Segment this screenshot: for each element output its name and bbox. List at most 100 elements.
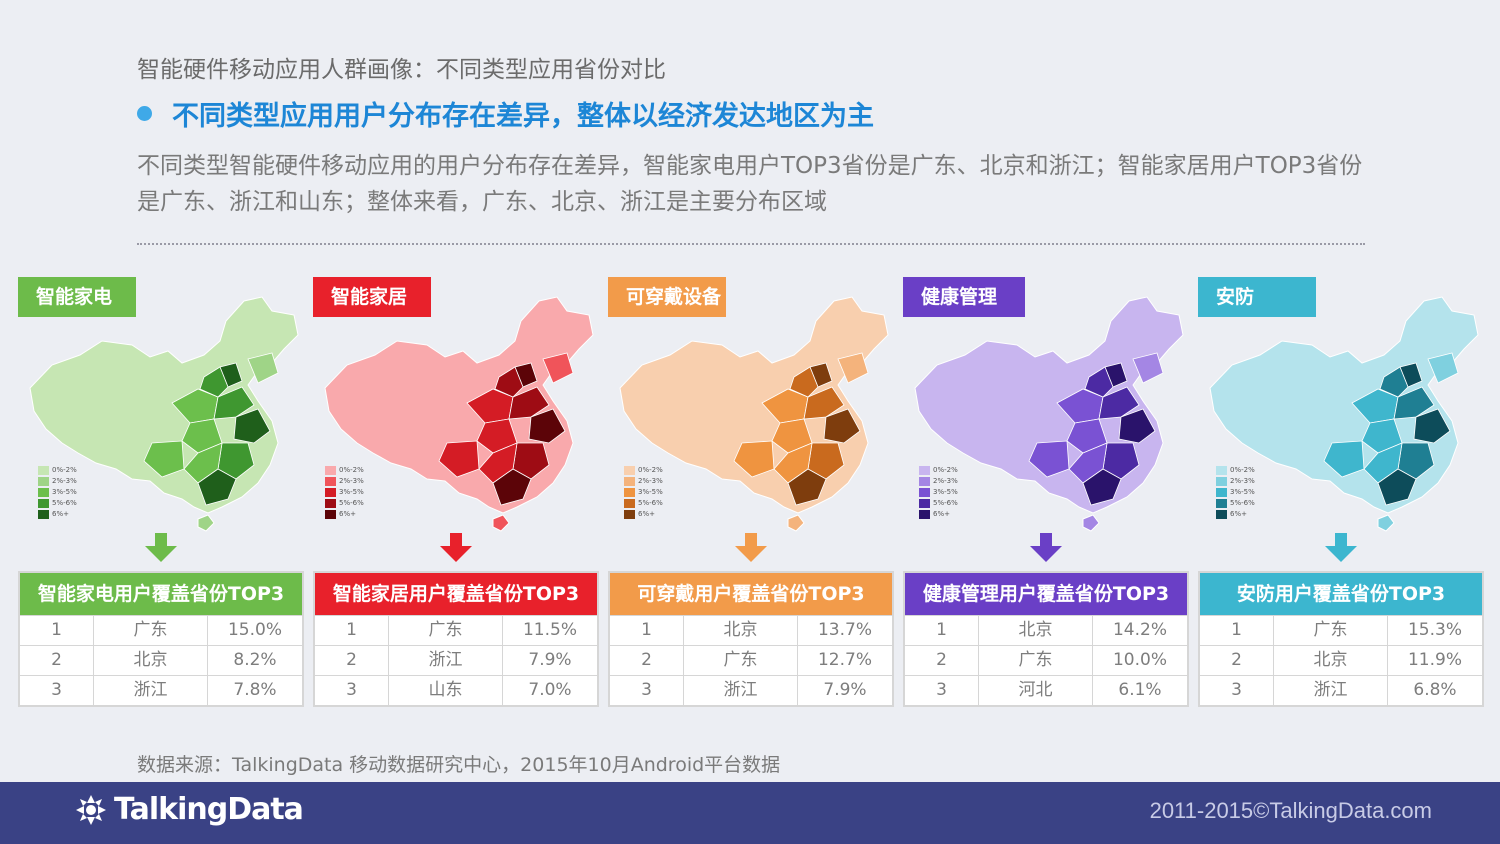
map-region (803, 386, 845, 420)
map-region (197, 468, 237, 506)
table-row: 2 浙江 7.9% (315, 645, 597, 675)
dotted-divider (137, 243, 1365, 245)
legend-label: 2%-3% (52, 477, 77, 485)
china-map (1209, 296, 1479, 532)
map-region (1082, 468, 1122, 506)
percent-cell: 12.7% (817, 650, 872, 670)
top3-table: 可穿戴用户覆盖省份TOP3 1 北京 13.7% 2 广东 12.7% 3 浙江 7.9% (608, 571, 894, 707)
map-region (438, 440, 480, 478)
down-arrow-icon (145, 533, 177, 562)
legend-label: 2%-3% (339, 477, 364, 485)
table-row: 3 山东 7.0% (315, 675, 597, 705)
percent-cell: 15.3% (1407, 620, 1462, 640)
map-region (733, 440, 775, 478)
rank-cell: 2 (315, 646, 389, 675)
legend-item: 6%+ (38, 509, 108, 520)
legend-item: 5%-6% (919, 498, 989, 509)
table-row: 3 浙江 7.9% (610, 675, 892, 705)
rank-cell: 1 (20, 616, 94, 645)
map-region (494, 366, 524, 398)
province-cell: 浙江 (389, 646, 503, 675)
percent-cell: 7.9% (528, 650, 572, 670)
map-region (233, 408, 271, 444)
legend-swatch (38, 466, 49, 475)
page-title: 智能硬件移动应用人群画像：不同类型应用省份对比 (137, 57, 666, 83)
copyright: 2011-2015©TalkingData.com (1149, 798, 1432, 823)
percent-cell: 10.0% (1112, 650, 1167, 670)
map-island (197, 514, 215, 532)
legend-swatch (624, 499, 635, 508)
table-title: 智能家电用户覆盖省份TOP3 (20, 573, 302, 615)
map-region (1098, 386, 1140, 420)
china-map (324, 296, 594, 532)
table-row: 1 广东 11.5% (315, 615, 597, 645)
legend-item: 2%-3% (919, 476, 989, 487)
legend-swatch (919, 510, 930, 519)
category-tag: 安防 (1198, 277, 1316, 317)
down-arrow-icon (1030, 533, 1062, 562)
legend-label: 0%-2% (339, 466, 364, 474)
legend-item: 5%-6% (325, 498, 395, 509)
legend-swatch (1216, 466, 1227, 475)
legend-item: 0%-2% (624, 465, 694, 476)
table-row: 1 广东 15.0% (20, 615, 302, 645)
legend-swatch (624, 466, 635, 475)
map-region (1118, 408, 1156, 444)
panel-3: 可穿戴设备 0%-2% 2%-3% 3%-5% 5%-6% 6%+ 可穿戴用户覆盖省份TOP… (608, 277, 898, 707)
province-cell: 浙江 (1274, 676, 1388, 705)
map-region (823, 408, 861, 444)
map-region (213, 386, 255, 420)
rank-cell: 3 (610, 676, 684, 705)
map-legend: 0%-2% 2%-3% 3%-5% 5%-6% 6%+ (624, 465, 694, 520)
map-region (1427, 352, 1459, 384)
province-cell: 广东 (979, 646, 1093, 675)
legend-item: 3%-5% (919, 487, 989, 498)
top3-table: 智能家电用户覆盖省份TOP3 1 广东 15.0% 2 北京 8.2% 3 浙江 7.8% (18, 571, 304, 707)
legend-label: 6%+ (52, 510, 69, 518)
map-island (1082, 514, 1100, 532)
legend-label: 0%-2% (638, 466, 663, 474)
map-region (199, 366, 229, 398)
down-arrow-icon (735, 533, 767, 562)
top3-table: 智能家居用户覆盖省份TOP3 1 广东 11.5% 2 浙江 7.9% 3 山东 7.0% (313, 571, 599, 707)
rank-cell: 3 (1200, 676, 1274, 705)
map-region (508, 386, 550, 420)
table-row: 3 浙江 6.8% (1200, 675, 1482, 705)
table-title: 安防用户覆盖省份TOP3 (1200, 573, 1482, 615)
province-cell: 浙江 (684, 676, 798, 705)
legend-item: 0%-2% (38, 465, 108, 476)
map-island (787, 514, 805, 532)
rank-cell: 2 (20, 646, 94, 675)
map-region (1413, 408, 1451, 444)
legend-swatch (624, 488, 635, 497)
rank-cell: 1 (315, 616, 389, 645)
map-region (837, 352, 869, 384)
legend-label: 0%-2% (933, 466, 958, 474)
map-region (528, 408, 566, 444)
china-map (29, 296, 299, 532)
table-row: 1 广东 15.3% (1200, 615, 1482, 645)
footer: TalkingData 2011-2015©TalkingData.com (0, 782, 1500, 844)
legend-swatch (38, 510, 49, 519)
legend-item: 3%-5% (325, 487, 395, 498)
legend-label: 5%-6% (339, 499, 364, 507)
legend-swatch (38, 477, 49, 486)
legend-swatch (919, 477, 930, 486)
legend-swatch (38, 488, 49, 497)
percent-cell: 13.7% (817, 620, 872, 640)
map-region (1028, 440, 1070, 478)
province-cell: 北京 (1274, 646, 1388, 675)
legend-item: 5%-6% (38, 498, 108, 509)
legend-label: 0%-2% (52, 466, 77, 474)
legend-swatch (1216, 499, 1227, 508)
legend-item: 2%-3% (1216, 476, 1286, 487)
legend-item: 5%-6% (1216, 498, 1286, 509)
rank-cell: 2 (1200, 646, 1274, 675)
table-row: 1 北京 14.2% (905, 615, 1187, 645)
legend-swatch (624, 477, 635, 486)
rank-cell: 3 (20, 676, 94, 705)
legend-label: 5%-6% (1230, 499, 1255, 507)
map-region (542, 352, 574, 384)
china-map (914, 296, 1184, 532)
map-island (1377, 514, 1395, 532)
